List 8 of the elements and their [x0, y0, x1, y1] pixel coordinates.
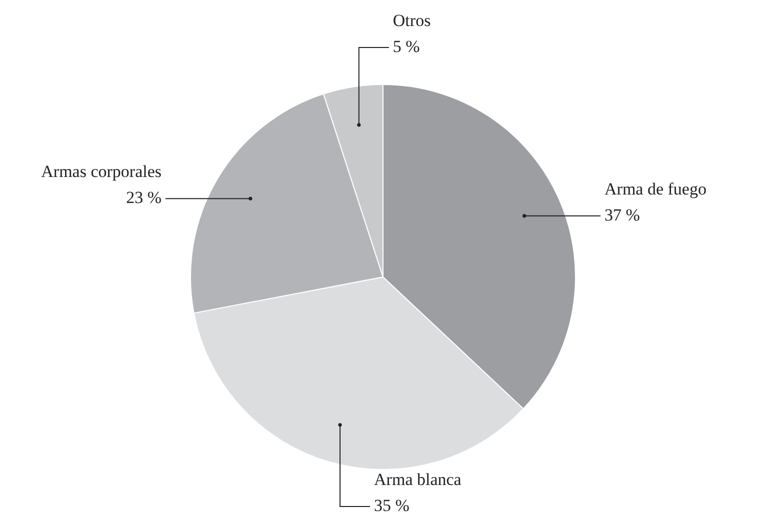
slice-label: Arma de fuego — [604, 179, 706, 198]
slice-label: Otros — [392, 10, 431, 30]
data-label: 23 % — [126, 188, 162, 208]
slice-label: Armas corporales — [41, 162, 162, 182]
data-label: 35 % — [374, 496, 410, 513]
data-label: 37 % — [604, 205, 640, 224]
slice-label: Arma blanca — [374, 470, 462, 489]
data-label: 5 % — [392, 36, 420, 56]
